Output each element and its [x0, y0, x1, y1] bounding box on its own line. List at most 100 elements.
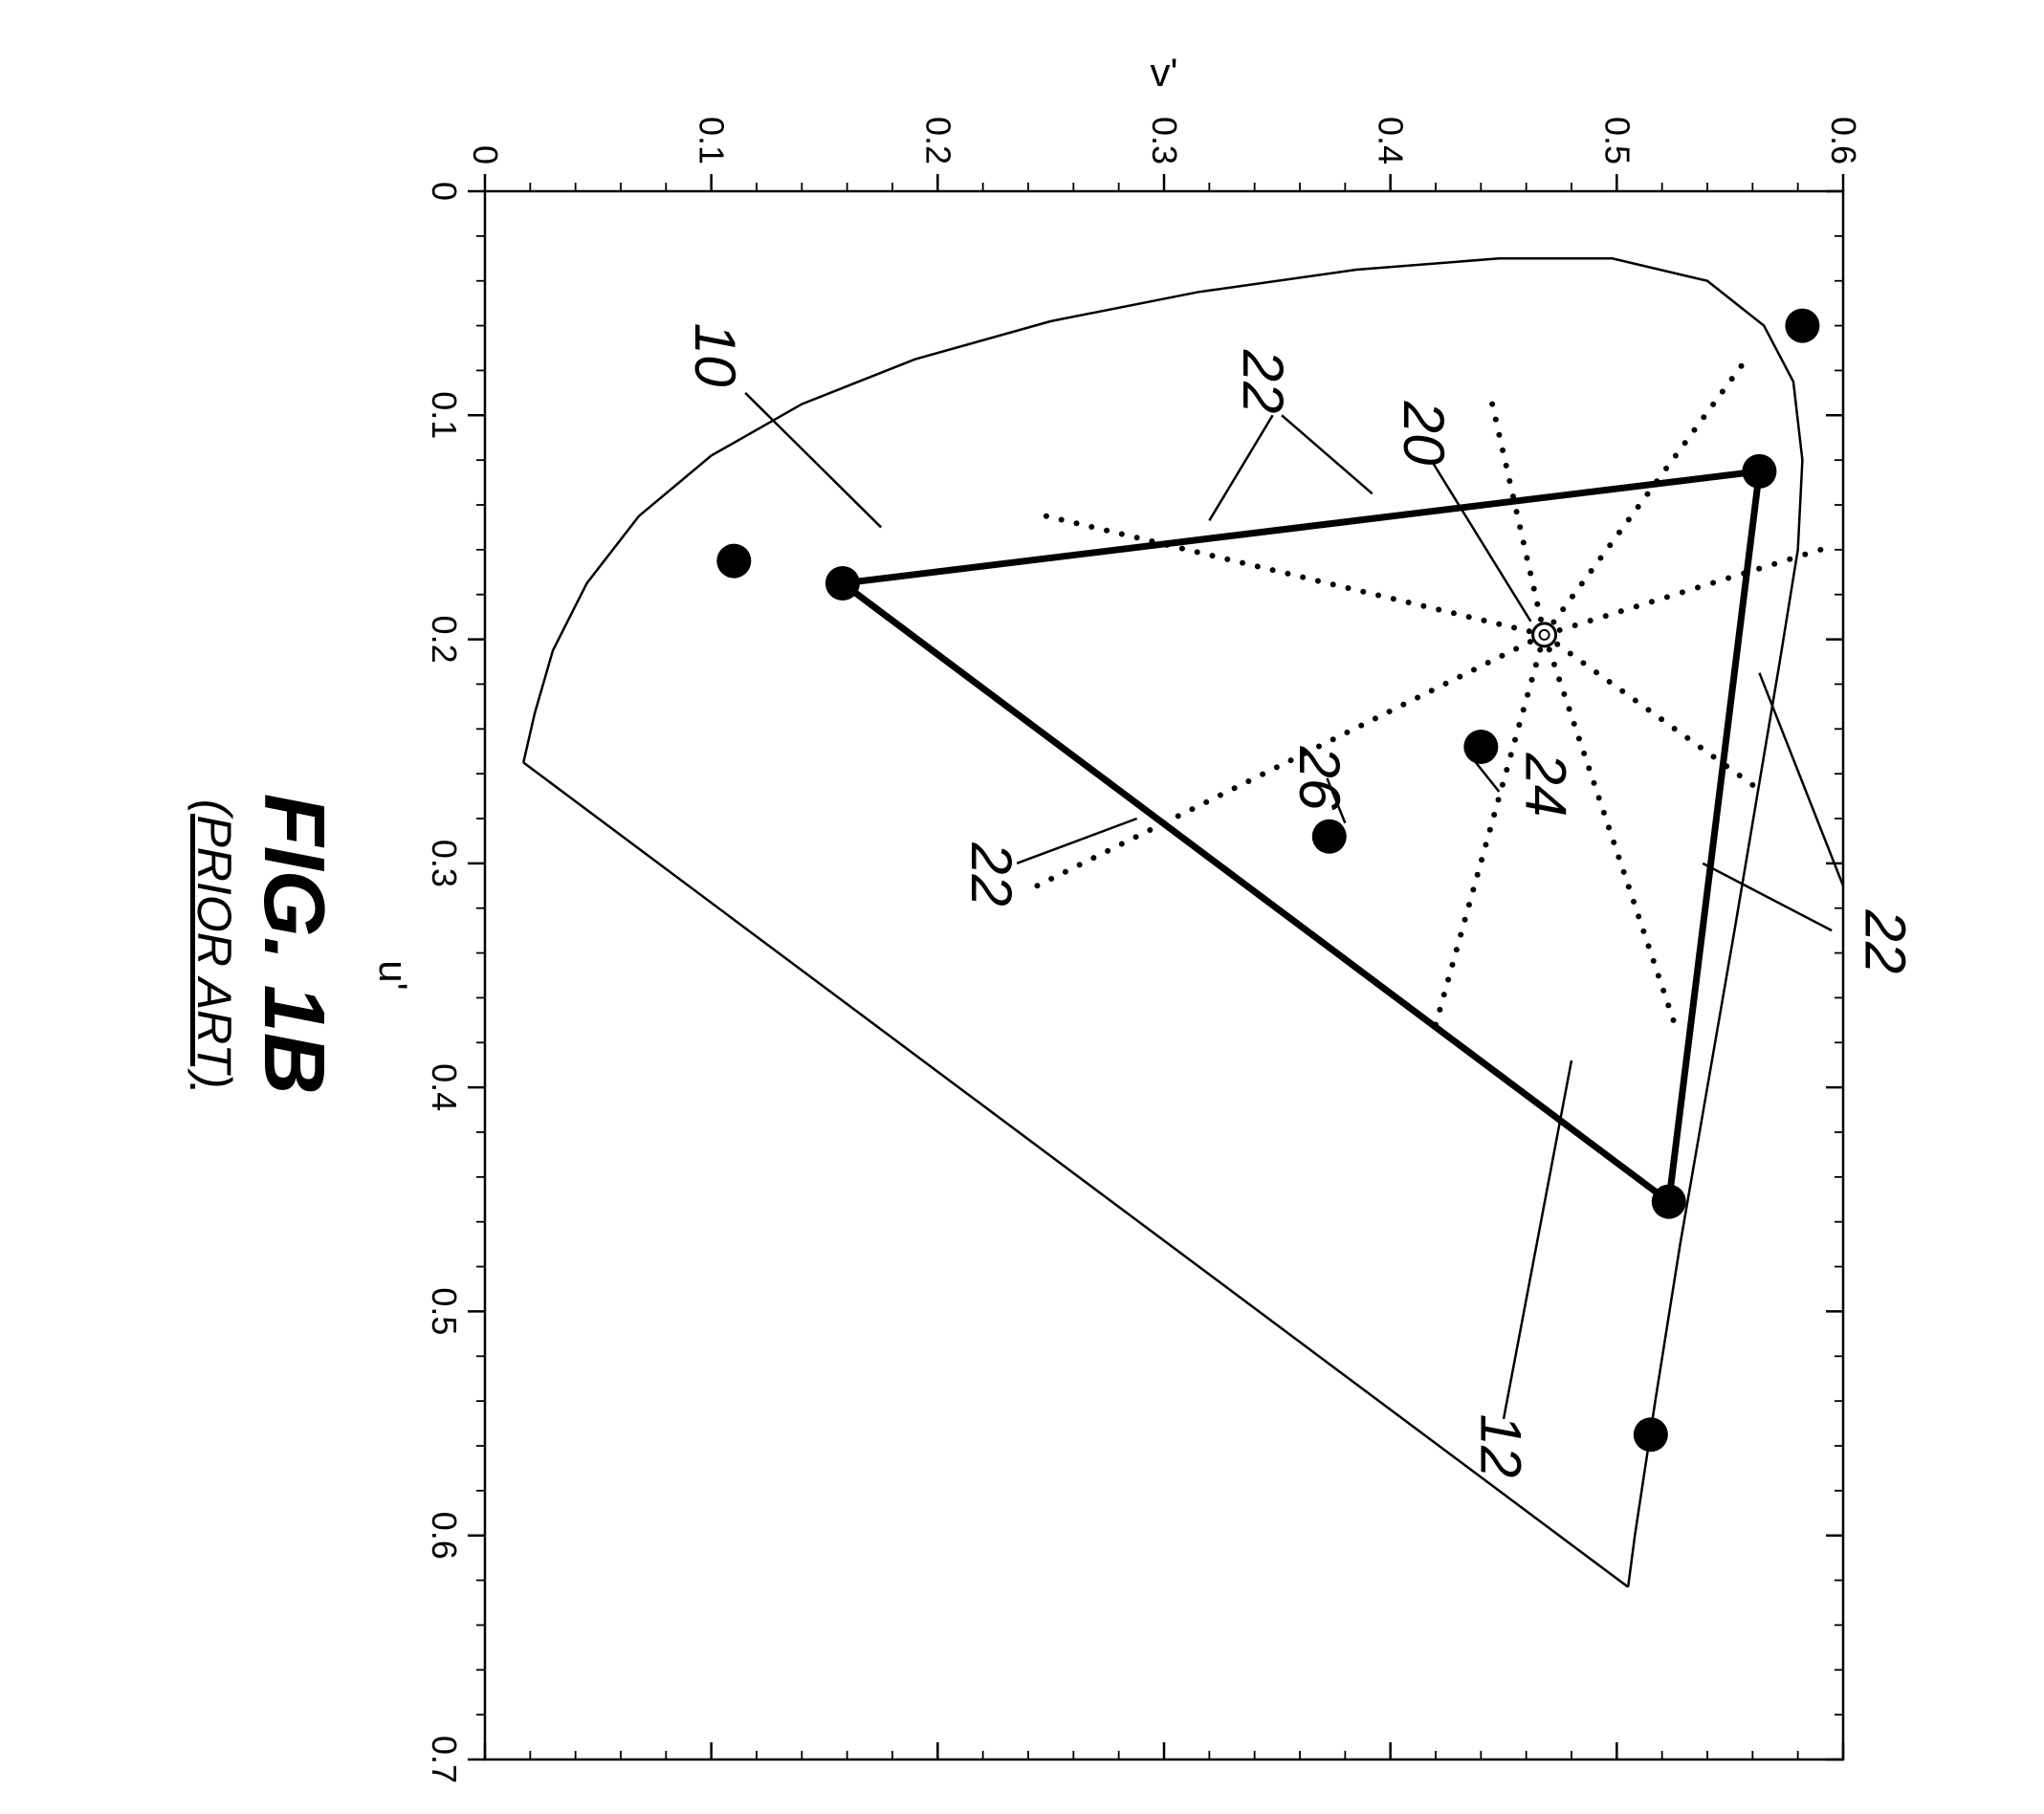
- dotted-ray-point: [1489, 402, 1495, 407]
- dotted-ray-point: [1245, 778, 1251, 784]
- dotted-ray-point: [1449, 962, 1455, 968]
- dotted-ray-point: [1527, 628, 1532, 634]
- data-point: [716, 544, 751, 579]
- dotted-ray-point: [1557, 627, 1563, 633]
- dotted-ray-point: [1561, 691, 1567, 697]
- dotted-ray-point: [1606, 824, 1612, 830]
- dotted-ray-point: [1345, 585, 1351, 591]
- dotted-ray-point: [1104, 528, 1110, 534]
- dotted-ray-point: [1500, 782, 1506, 788]
- figure-subtitle: (PRIOR ART): [187, 799, 241, 1089]
- leader-line: [1017, 819, 1136, 863]
- dotted-ray-point: [1537, 647, 1543, 653]
- dotted-ray-point: [1576, 735, 1582, 741]
- dotted-ray-point: [1698, 745, 1703, 751]
- x-tick-label: 0: [425, 182, 464, 201]
- dotted-ray-point: [1510, 493, 1516, 499]
- leader-line: [1504, 1060, 1571, 1419]
- dotted-ray-point: [1105, 848, 1110, 854]
- leader-line: [1759, 673, 1843, 886]
- leader-line: [1703, 863, 1832, 930]
- dotted-ray-point: [1570, 594, 1575, 600]
- data-point: [1463, 730, 1498, 764]
- dotted-ray-point: [1787, 557, 1792, 562]
- dotted-ray-point: [1274, 764, 1280, 770]
- dotted-ray-point: [1441, 992, 1447, 997]
- dotted-ray-point: [1493, 417, 1499, 423]
- dotted-ray-point: [1285, 571, 1290, 577]
- dotted-ray-point: [1073, 520, 1079, 526]
- dotted-ray-point: [1607, 542, 1613, 548]
- dotted-ray-point: [1203, 799, 1209, 805]
- dotted-ray-point: [1400, 702, 1406, 708]
- dotted-ray-point: [1611, 840, 1616, 845]
- x-tick-label: 0.3: [425, 840, 464, 887]
- data-point: [1634, 1417, 1668, 1452]
- y-tick-label: 0.3: [1145, 117, 1184, 164]
- dotted-ray-point: [1119, 532, 1125, 537]
- dotted-ray-point: [1485, 660, 1491, 666]
- dotted-ray-point: [1315, 578, 1321, 583]
- dotted-ray-point: [1475, 872, 1481, 878]
- dotted-ray-point: [1521, 539, 1527, 545]
- dotted-ray-point: [1487, 827, 1493, 833]
- dotted-ray-point: [1572, 623, 1578, 628]
- dotted-ray-point: [1063, 869, 1068, 875]
- dotted-ray-point: [1586, 765, 1592, 771]
- dotted-ray-point: [1551, 662, 1557, 667]
- dotted-ray-point: [1601, 810, 1607, 816]
- dotted-ray-point: [1133, 834, 1139, 840]
- dotted-ray-point: [1636, 913, 1641, 919]
- data-point: [1742, 454, 1776, 489]
- y-tick-label: 0.1: [692, 117, 732, 164]
- plot-area: [485, 191, 1843, 1759]
- dotted-ray-point: [1451, 610, 1457, 616]
- dotted-ray-point: [1433, 1022, 1439, 1028]
- dotted-ray-point: [1090, 855, 1096, 861]
- dotted-ray-point: [1631, 899, 1637, 905]
- dotted-ray-point: [1533, 662, 1539, 667]
- data-point: [1652, 1185, 1686, 1219]
- dotted-ray-point: [1560, 606, 1566, 612]
- dotted-ray-point: [1591, 780, 1596, 786]
- dotted-ray-point: [1711, 754, 1717, 759]
- dotted-ray-point: [1651, 958, 1657, 964]
- dotted-ray-point: [1375, 592, 1381, 598]
- dotted-ray-point: [1556, 676, 1562, 682]
- dotted-ray-point: [1741, 571, 1747, 577]
- ref-label: 20: [1392, 401, 1456, 466]
- dotted-ray-point: [1506, 478, 1512, 484]
- dotted-ray-point: [1179, 546, 1185, 552]
- dotted-ray-point: [1524, 555, 1529, 560]
- dotted-ray-point: [1088, 524, 1094, 530]
- dotted-ray-point: [1521, 707, 1527, 712]
- dotted-ray-point: [1581, 751, 1587, 756]
- dotted-ray-point: [1579, 580, 1585, 586]
- dotted-ray-point: [1710, 579, 1716, 585]
- dotted-ray-point: [1470, 886, 1476, 892]
- dotted-ray-point: [1437, 1007, 1442, 1013]
- dotted-ray-point: [1817, 547, 1823, 553]
- data-point: [1785, 309, 1819, 343]
- dotted-ray-point: [1454, 947, 1460, 952]
- dotted-ray-point: [1568, 651, 1573, 657]
- dotted-ray-point: [1616, 530, 1622, 535]
- ref-label: 22: [959, 841, 1023, 907]
- dotted-ray-point: [1695, 584, 1701, 590]
- dotted-ray-point: [1665, 1002, 1671, 1008]
- dotted-ray-point: [1406, 600, 1412, 605]
- x-tick-label: 0.6: [425, 1512, 464, 1560]
- leader-line: [1431, 460, 1530, 622]
- dotted-ray-point: [1512, 737, 1518, 743]
- dotted-ray-point: [1119, 841, 1125, 847]
- dotted-ray-point: [1554, 642, 1560, 647]
- dotted-ray-point: [1189, 806, 1195, 812]
- leader-line: [1209, 415, 1272, 520]
- dotted-ray-point: [1672, 726, 1678, 732]
- dotted-ray-point: [1636, 504, 1641, 510]
- dotted-ray-point: [1270, 567, 1276, 573]
- dotted-ray-point: [1756, 566, 1762, 572]
- dotted-ray-point: [1645, 707, 1651, 712]
- dotted-ray-point: [1634, 603, 1639, 609]
- dotted-ray-point: [1511, 624, 1517, 630]
